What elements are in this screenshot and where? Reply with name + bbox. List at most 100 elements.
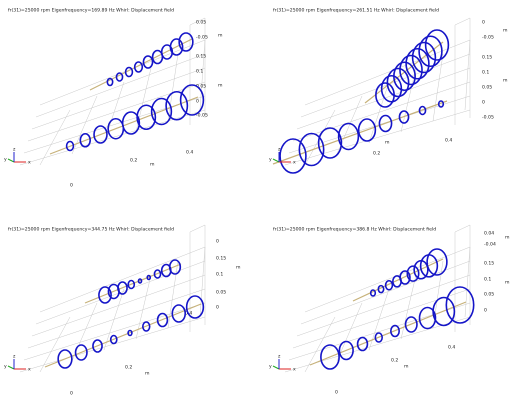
- triad-label: z: [13, 355, 16, 360]
- whirl-orbit: [374, 332, 383, 343]
- bottom-tick-label: 0.2: [130, 158, 137, 164]
- whirl-orbit: [320, 344, 340, 370]
- grid-line: [400, 274, 417, 340]
- whirl-orbit: [386, 67, 410, 98]
- grid-line: [39, 109, 71, 166]
- whirl-orbit: [178, 32, 194, 52]
- panel: fr(31)=25000 rpm Eigenfrequency=344.75 H…: [4, 224, 241, 397]
- triad-y: [272, 158, 280, 163]
- bottom-tick-label: 0: [70, 183, 73, 189]
- axis-unit: m: [505, 236, 510, 241]
- whirl-orbit: [92, 339, 103, 353]
- whirl-orbit: [124, 66, 134, 78]
- grid-line: [189, 224, 206, 233]
- vertical-tick-label: 0: [482, 100, 485, 106]
- whirl-orbit: [169, 38, 184, 56]
- whirl-orbit: [79, 132, 91, 148]
- whirl-orbit: [418, 306, 437, 330]
- whirl-orbit: [337, 122, 360, 151]
- grid-line: [336, 302, 363, 362]
- axis-unit: m: [218, 84, 223, 89]
- whirl-orbit: [98, 286, 112, 304]
- grid-line: [135, 274, 152, 340]
- whirl-orbit: [117, 281, 128, 295]
- whirl-orbit: [74, 344, 88, 361]
- panel-title: fr(31)=25000 rpm Eigenfrequency=386.8 Hz…: [273, 227, 436, 233]
- axis-unit: m: [218, 34, 223, 39]
- whirl-orbit: [165, 90, 189, 121]
- whirl-orbit: [93, 125, 108, 144]
- vertical-tick-label: -0.05: [196, 113, 208, 119]
- whirl-orbit: [156, 312, 169, 328]
- shaft: [49, 96, 199, 155]
- grid-line: [304, 246, 471, 313]
- whirl-orbit: [426, 248, 448, 276]
- axis-unit: m: [503, 79, 508, 84]
- axis-unit: m: [404, 365, 409, 370]
- vertical-tick-label: 0.04: [484, 231, 494, 237]
- whirl-orbit: [380, 74, 403, 103]
- axis-unit: m: [385, 141, 390, 146]
- whirl-orbit: [418, 35, 443, 68]
- whirl-orbit: [65, 140, 75, 152]
- bottom-tick-label: 0.2: [125, 365, 132, 371]
- grid-line: [39, 246, 206, 313]
- vertical-tick-label: 0.1: [482, 70, 489, 76]
- whirl-orbit: [127, 279, 136, 290]
- whirl-orbit: [393, 61, 416, 92]
- whirl-orbit: [109, 334, 118, 345]
- whirl-orbit: [298, 132, 325, 167]
- whirl-orbit: [338, 340, 354, 361]
- panel: fr(31)=25000 rpm Eigenfrequency=386.8 Hz…: [269, 224, 510, 396]
- whirl-orbit: [406, 265, 420, 282]
- grid-line: [167, 53, 179, 122]
- vertical-tick-label: 0.05: [216, 290, 226, 296]
- whirl-orbit: [179, 84, 205, 116]
- vertical-tick-label: 0.15: [484, 261, 494, 267]
- grid-line: [31, 274, 206, 337]
- axis-unit: m: [236, 266, 241, 271]
- grid-line: [454, 224, 471, 233]
- whirl-orbit: [127, 329, 133, 337]
- whirl-orbit: [357, 118, 377, 142]
- shaft: [272, 100, 448, 165]
- grid-line: [464, 39, 471, 111]
- vertical-tick-label: 0.05: [196, 84, 206, 90]
- vertical-tick-label: -0.05: [482, 115, 494, 121]
- grid-line: [296, 67, 471, 130]
- vertical-tick-label: -0.05: [196, 35, 208, 41]
- triad-label: z: [278, 355, 281, 360]
- whirl-orbit: [399, 54, 423, 86]
- vertical-tick-label: 0: [216, 305, 219, 311]
- triad-label: y: [269, 158, 272, 163]
- whirl-orbit: [57, 349, 73, 369]
- bottom-tick-label: 0.4: [448, 345, 455, 351]
- shaft: [309, 301, 467, 366]
- vertical-tick-label: 0: [482, 20, 485, 26]
- whirl-orbit: [150, 97, 173, 126]
- triad-label: y: [4, 158, 7, 163]
- whirl-orbit: [121, 111, 141, 135]
- shaft: [364, 41, 444, 104]
- triad-label: x: [293, 368, 296, 373]
- vertical-tick-label: 0.05: [484, 292, 494, 298]
- whirl-orbit: [146, 274, 152, 281]
- vertical-tick-label: 0.1: [484, 277, 491, 283]
- bottom-tick-label: 0: [335, 390, 338, 396]
- axis-unit: m: [150, 163, 155, 168]
- grid-line: [432, 53, 444, 122]
- whirl-orbit: [378, 114, 393, 133]
- grid-line: [27, 81, 206, 142]
- vertical-tick-label: 0.15: [482, 55, 492, 61]
- triad-label: x: [28, 161, 31, 166]
- vertical-tick-label: 0.05: [196, 20, 206, 26]
- grid-line: [296, 274, 471, 337]
- grid-line: [454, 17, 471, 26]
- vertical-tick-label: 0.15: [216, 256, 226, 262]
- whirl-orbit: [185, 295, 205, 319]
- whirl-orbit: [137, 278, 143, 284]
- whirl-orbit: [377, 284, 385, 294]
- whirl-orbit: [168, 259, 182, 275]
- vertical-tick-label: 0.1: [216, 272, 223, 278]
